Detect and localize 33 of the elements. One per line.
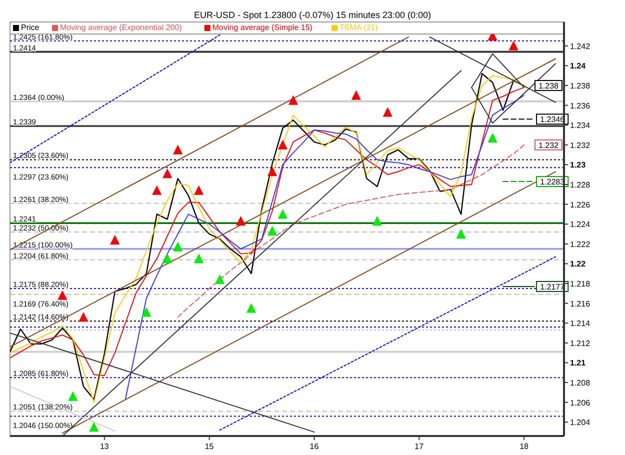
y-tick-label: 1.238 bbox=[570, 81, 591, 90]
legend-label: Moving average (Simple 15) bbox=[212, 23, 313, 32]
y-tick-label: 1.228 bbox=[570, 180, 591, 190]
data-label: 1.238 bbox=[538, 81, 560, 90]
y-tick-label: 1.222 bbox=[570, 240, 591, 249]
data-label: 1.232 bbox=[538, 140, 560, 150]
x-tick-label: 18 bbox=[520, 442, 530, 451]
x-tick-label: 17 bbox=[414, 442, 424, 451]
y-tick-label: 1.226 bbox=[570, 200, 591, 210]
legend-label: TEMA (21) bbox=[340, 23, 378, 32]
y-tick-label: 1.218 bbox=[570, 280, 591, 289]
y-tick-label: 1.204 bbox=[570, 418, 591, 428]
y-tick-label: 1.242 bbox=[570, 42, 591, 51]
chart-title: EUR-USD - Spot 1.23800 (-0.07%) 15 minutes 23:00 (0:00) bbox=[194, 10, 432, 20]
y-tick-label: 1.24 bbox=[570, 62, 586, 71]
y-tick-label: 1.21 bbox=[570, 358, 586, 368]
y-tick-label: 1.224 bbox=[570, 220, 591, 230]
x-tick-label: 16 bbox=[310, 442, 320, 451]
y-tick-label: 1.236 bbox=[570, 101, 591, 110]
y-tick-label: 1.22 bbox=[570, 260, 586, 269]
legend-label: Price bbox=[21, 23, 40, 32]
y-tick-label: 1.232 bbox=[570, 140, 591, 150]
y-tick-label: 1.206 bbox=[570, 398, 591, 408]
y-tick-label: 1.234 bbox=[570, 121, 591, 130]
x-tick-label: 13 bbox=[100, 442, 110, 451]
legend-label: Moving average (Exponential 200) bbox=[60, 23, 182, 32]
y-tick-label: 1.23 bbox=[570, 160, 586, 170]
y-tick-label: 1.216 bbox=[570, 299, 591, 308]
x-tick-label: 15 bbox=[204, 442, 214, 451]
y-tick-label: 1.212 bbox=[570, 338, 591, 348]
y-tick-label: 1.214 bbox=[570, 319, 591, 328]
y-tick-label: 1.208 bbox=[570, 378, 591, 388]
data-label: 1.2177 bbox=[540, 282, 566, 292]
